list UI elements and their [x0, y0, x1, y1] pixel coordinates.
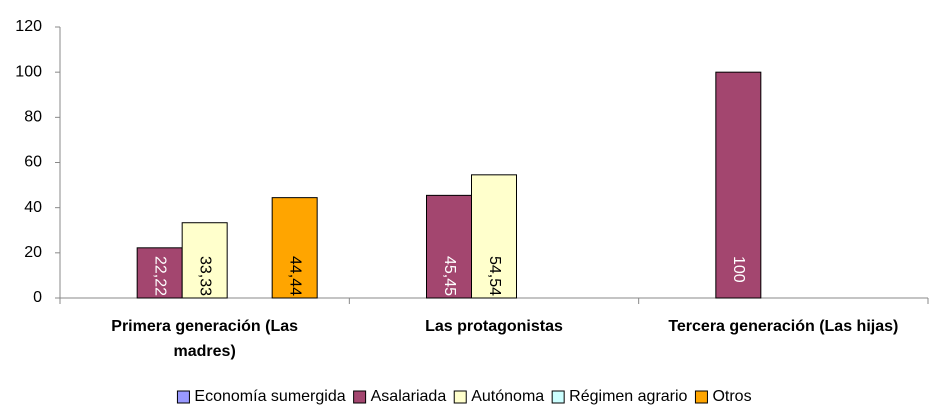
y-tick-label: 120 [15, 18, 42, 35]
legend-swatch [694, 390, 708, 404]
legend-label: Economía sumergida [194, 388, 345, 405]
bar [715, 71, 762, 299]
legend-swatch [551, 390, 565, 404]
x-tick-label: Las protagonistas [425, 318, 563, 335]
bar [426, 194, 472, 299]
y-tick-label: 60 [24, 154, 42, 171]
x-tick-label: Primera generación (Las madres) [111, 318, 298, 360]
data-label: 100 [730, 256, 747, 283]
legend-label: Asalariada [371, 388, 447, 405]
bar [271, 197, 318, 299]
y-tick-label: 80 [24, 109, 42, 126]
bar [471, 174, 517, 299]
bar [181, 222, 228, 299]
data-label: 54,54 [486, 256, 503, 296]
y-tick-label: 40 [24, 199, 42, 216]
legend: Economía sumergida Asalariada Autónoma Régi… [176, 388, 752, 405]
legend-swatch [176, 390, 190, 404]
data-label: 33,33 [196, 256, 213, 296]
y-tick-label: 20 [24, 244, 42, 261]
data-label: 22,22 [151, 256, 168, 296]
legend-swatch [453, 390, 467, 404]
data-label: 45,45 [441, 256, 458, 296]
x-tick-label-line: Primera generación (Las [111, 318, 298, 335]
legend-swatch [353, 390, 367, 404]
data-label: 44,44 [286, 256, 303, 296]
y-tick-label: 100 [15, 63, 42, 80]
legend-label: Régimen agrario [569, 388, 687, 405]
x-tick-label-line: Las protagonistas [425, 318, 563, 335]
x-tick-label-line: madres) [174, 343, 236, 360]
x-tick-label-line: Tercera generación (Las hijas) [668, 318, 898, 335]
legend-label: Autónoma [471, 388, 544, 405]
legend-label: Otros [712, 388, 751, 405]
y-tick-label: 0 [33, 289, 42, 306]
x-tick-label: Tercera generación (Las hijas) [668, 318, 898, 335]
